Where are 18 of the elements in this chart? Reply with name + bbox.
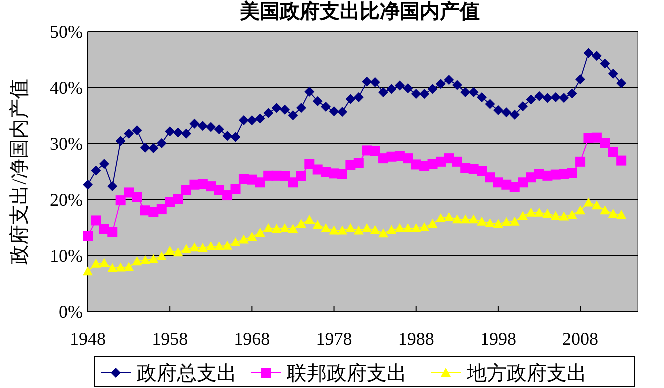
x-tick-label: 1998 [480,329,516,349]
y-tick-label: 30% [50,134,83,154]
legend-label: 政府总支出 [137,363,237,385]
y-tick-label: 50% [50,22,83,42]
legend-label: 联邦政府支出 [287,363,407,385]
x-tick-label: 1948 [70,329,106,349]
x-tick-label: 1968 [234,329,270,349]
x-tick-label: 1988 [398,329,434,349]
y-tick-label: 40% [50,78,83,98]
y-tick-label: 20% [50,190,83,210]
y-axis-title: 政府支出/净国内产值 [9,79,31,265]
x-tick-label: 2008 [562,329,599,349]
x-tick-label: 1978 [316,329,352,349]
chart-title: 美国政府支出比净国内产值 [239,0,480,23]
x-tick-label: 1958 [152,329,188,349]
legend-label: 地方政府支出 [466,362,587,385]
y-tick-label: 10% [50,246,83,266]
y-tick-label: 0% [59,302,83,322]
